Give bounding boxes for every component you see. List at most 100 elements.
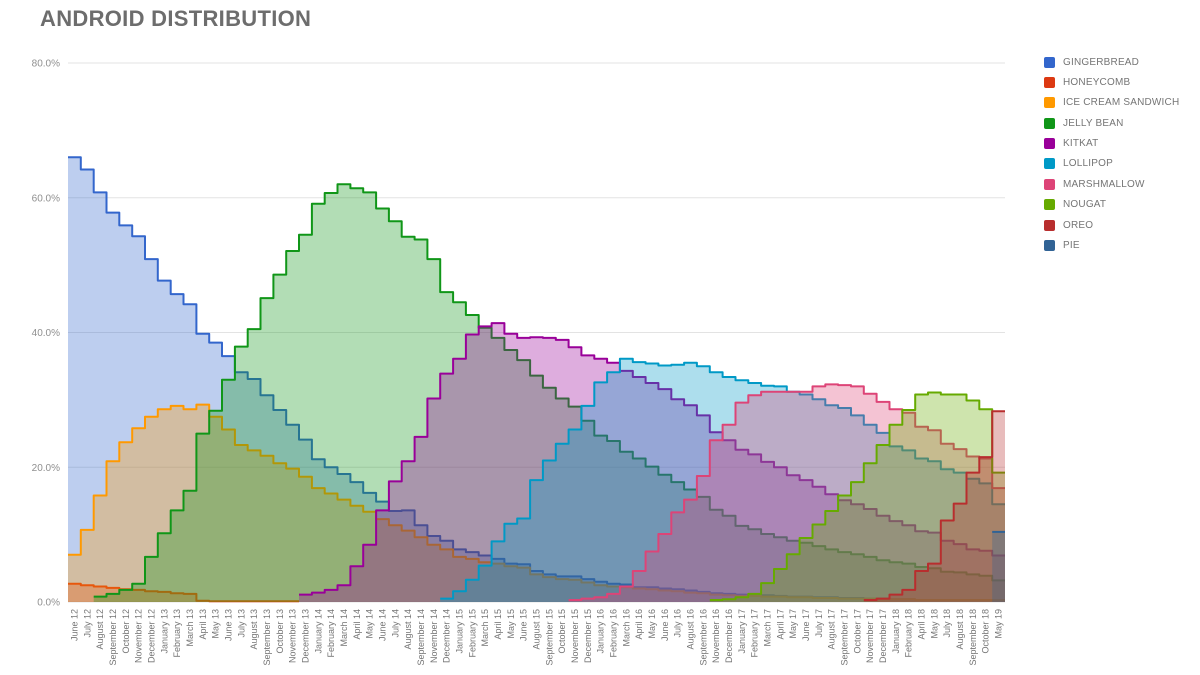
x-axis-label: August 13: [249, 609, 259, 650]
x-axis-label: April 15: [493, 609, 503, 640]
x-axis-label: June 17: [801, 609, 811, 641]
x-axis-label: December 12: [146, 609, 156, 663]
legend-item-pie: PIE: [1044, 240, 1179, 252]
x-axis-label: April 13: [198, 609, 208, 640]
legend-label: NOUGAT: [1063, 199, 1107, 211]
series-line-marshmallow: [568, 383, 1005, 601]
x-axis-label: February 14: [326, 609, 336, 658]
series-line-nougat: [709, 391, 1005, 601]
x-axis-label: July 18: [942, 609, 952, 638]
x-axis-label: March 17: [763, 609, 773, 647]
series-line-oreo: [863, 410, 1005, 601]
x-axis-label: October 13: [275, 609, 285, 654]
legend-swatch-kitkat: [1044, 138, 1055, 150]
x-axis-label: December 16: [724, 609, 734, 663]
x-axis-label: May 19: [994, 609, 1004, 639]
legend-item-jelly-bean: JELLY BEAN: [1044, 117, 1179, 129]
x-axis-label: January 15: [455, 609, 465, 654]
x-axis-label: December 17: [878, 609, 888, 663]
series-area-nougat: [709, 392, 1005, 602]
x-axis-label: September 18: [968, 609, 978, 666]
x-axis-label: April 14: [352, 609, 362, 640]
x-axis-label: February 18: [904, 609, 914, 658]
x-axis-label: October 15: [557, 609, 567, 654]
legend-item-oreo: OREO: [1044, 219, 1179, 231]
series-area-honeycomb: [68, 583, 299, 602]
series-area-kitkat: [299, 323, 1005, 602]
x-axis-label: September 16: [698, 609, 708, 666]
chart-legend: GINGERBREAD HONEYCOMB ICE CREAM SANDWICH JE…: [1044, 56, 1179, 260]
x-axis-label: August 17: [827, 609, 837, 650]
x-axis-label: August 14: [403, 609, 413, 650]
x-axis-label: November 13: [288, 609, 298, 663]
x-axis-label: December 15: [583, 609, 593, 663]
x-axis-label: March 13: [185, 609, 195, 647]
legend-item-honeycomb: HONEYCOMB: [1044, 76, 1179, 88]
x-axis-label: November 12: [134, 609, 144, 663]
series-area-pie: [992, 531, 1005, 602]
legend-item-nougat: NOUGAT: [1044, 199, 1179, 211]
y-axis-label: 40.0%: [32, 328, 60, 339]
x-axis-label: April 16: [634, 609, 644, 640]
x-axis-label: August 16: [686, 609, 696, 650]
x-axis-label: July 14: [390, 609, 400, 638]
x-axis-label: October 17: [852, 609, 862, 654]
legend-swatch-jelly-bean: [1044, 117, 1055, 129]
series-line-jelly-bean: [93, 183, 1005, 598]
x-axis-label: November 14: [429, 609, 439, 663]
series-line-kitkat: [299, 322, 1005, 596]
x-axis-label: July 12: [82, 609, 92, 638]
x-axis-label: January 16: [596, 609, 606, 654]
x-axis-label: February 16: [609, 609, 619, 658]
x-axis-label: March 15: [480, 609, 490, 647]
x-axis-label: December 14: [442, 609, 452, 663]
x-axis-label: October 18: [981, 609, 991, 654]
x-axis-label: September 13: [262, 609, 272, 666]
series-area-jelly-bean: [93, 184, 1005, 603]
series-area-oreo: [863, 411, 1005, 602]
x-axis-label: July 17: [814, 609, 824, 638]
x-axis-label: May 14: [365, 609, 375, 639]
x-axis-label: June 14: [378, 609, 388, 641]
legend-label: ICE CREAM SANDWICH: [1063, 97, 1180, 109]
x-axis-label: November 17: [865, 609, 875, 663]
x-axis-label: November 15: [570, 609, 580, 663]
legend-swatch-nougat: [1044, 199, 1055, 211]
legend-swatch-honeycomb: [1044, 76, 1055, 88]
legend-swatch-gingerbread: [1044, 56, 1055, 68]
x-axis-label: April 17: [775, 609, 785, 640]
x-axis-label: September 14: [416, 609, 426, 666]
x-axis-label: May 18: [929, 609, 939, 639]
x-axis-label: December 13: [301, 609, 311, 663]
legend-swatch-pie: [1044, 240, 1055, 252]
x-axis-label: May 15: [506, 609, 516, 639]
x-axis-label: August 15: [532, 609, 542, 650]
series-line-lollipop: [440, 357, 1005, 600]
x-axis-label: June 12: [69, 609, 79, 641]
x-axis-label: April 18: [917, 609, 927, 640]
x-axis-label: August 12: [95, 609, 105, 650]
x-axis-label: February 17: [750, 609, 760, 658]
x-axis-label: September 12: [108, 609, 118, 666]
legend-item-kitkat: KITKAT: [1044, 138, 1179, 150]
x-axis-label: September 15: [544, 609, 554, 666]
legend-item-marshmallow: MARSHMALLOW: [1044, 178, 1179, 190]
y-axis-label: 60.0%: [32, 193, 60, 204]
legend-label: KITKAT: [1063, 138, 1099, 150]
x-axis-label: January 13: [159, 609, 169, 654]
legend-swatch-marshmallow: [1044, 178, 1055, 190]
x-axis-label: March 16: [621, 609, 631, 647]
x-axis-label: June 13: [223, 609, 233, 641]
series-area-marshmallow: [568, 384, 1005, 602]
x-axis-label: May 17: [788, 609, 798, 639]
y-axis-label: 80.0%: [32, 59, 60, 70]
y-axis-label: 0.0%: [37, 598, 60, 609]
series-area-gingerbread: [68, 157, 1005, 603]
legend-item-gingerbread: GINGERBREAD: [1044, 56, 1179, 68]
x-axis-label: November 16: [711, 609, 721, 663]
y-axis-label: 20.0%: [32, 463, 60, 474]
series-area-ice-cream-sandwich: [68, 404, 1005, 602]
legend-label: PIE: [1063, 240, 1080, 252]
